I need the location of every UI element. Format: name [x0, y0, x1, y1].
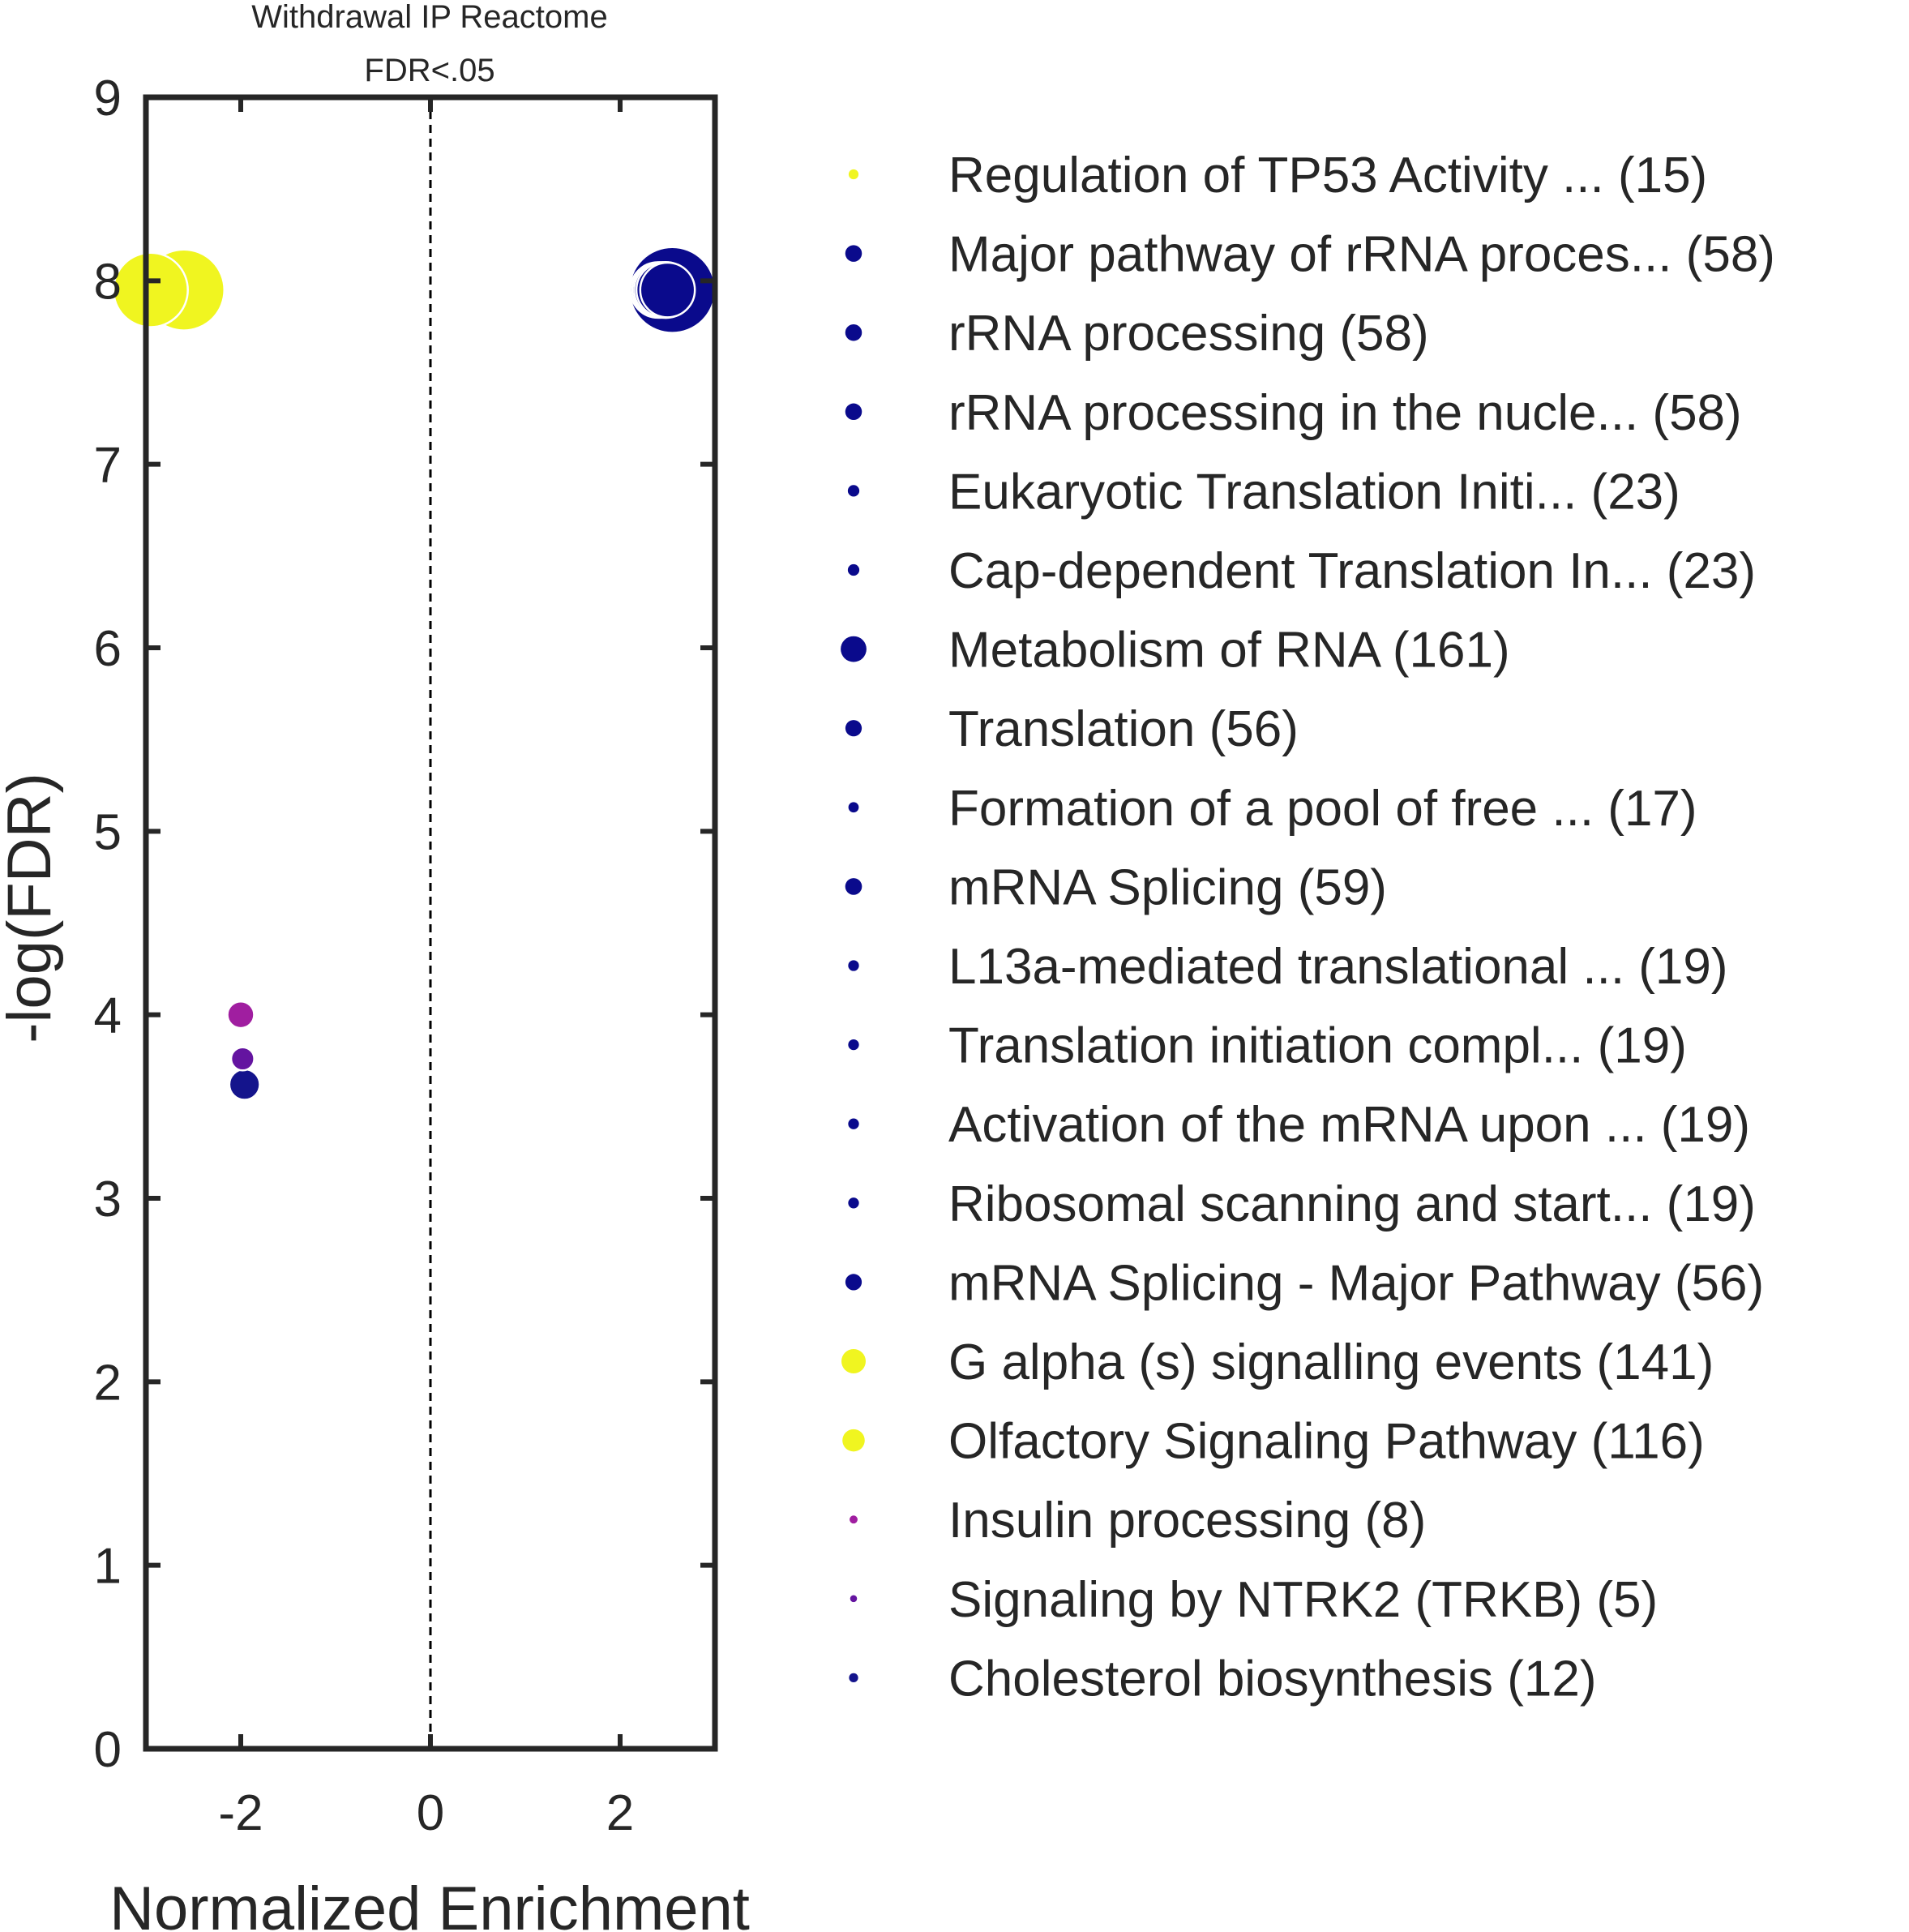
data-point-17	[226, 1000, 255, 1030]
legend-marker-4	[847, 485, 860, 497]
legend-marker-17	[850, 1515, 858, 1524]
legend-label-18: Signaling by NTRK2 (TRKB) (5)	[948, 1572, 1658, 1628]
legend-label-5: Cap-dependent Translation In... (23)	[948, 543, 1756, 599]
legend-label-8: Formation of a pool of free ... (17)	[948, 781, 1697, 837]
data-markers	[112, 246, 717, 1101]
legend-marker-8	[848, 802, 859, 813]
y-axis-label: -log(FDR)	[0, 773, 64, 1043]
legend-label-2: rRNA processing (58)	[948, 306, 1429, 362]
plot-background	[146, 97, 715, 1749]
legend-marker-5	[847, 563, 860, 576]
y-tick-label-7: 7	[94, 438, 122, 494]
chart-title-line-1: Withdrawal IP Reactome	[251, 0, 607, 35]
y-tick-label-2: 2	[94, 1355, 122, 1411]
legend-label-7: Translation (56)	[948, 701, 1299, 757]
data-point-18	[229, 1046, 255, 1072]
legend-label-14: mRNA Splicing - Major Pathway (56)	[948, 1255, 1764, 1311]
legend-marker-14	[845, 1274, 862, 1291]
legend-marker-9	[845, 878, 862, 895]
y-tick-label-9: 9	[94, 71, 122, 126]
y-tick-label-1: 1	[94, 1539, 122, 1595]
legend-marker-6	[841, 636, 867, 662]
y-tick-label-6: 6	[94, 621, 122, 677]
data-point-16	[112, 251, 189, 328]
x-tick-label-2: 2	[606, 1785, 634, 1841]
data-point-14	[639, 261, 696, 319]
y-tick-label-3: 3	[94, 1172, 122, 1227]
y-tick-label-8: 8	[94, 254, 122, 310]
legend-marker-1	[845, 245, 862, 262]
legend-label-19: Cholesterol biosynthesis (12)	[948, 1651, 1597, 1707]
y-tick-label-5: 5	[94, 804, 122, 860]
data-point-19	[228, 1068, 261, 1101]
y-tick-label-4: 4	[94, 988, 122, 1044]
legend-label-15: G alpha (s) signalling events (141)	[948, 1334, 1714, 1390]
axes: 0 1 2 3 4 5 6 7 8 9 -2 0 2	[94, 71, 718, 1841]
legend-marker-19	[849, 1673, 858, 1683]
legend-marker-16	[842, 1429, 865, 1452]
legend-label-13: Ribosomal scanning and start... (19)	[948, 1176, 1756, 1232]
y-tick-label-0: 0	[94, 1722, 122, 1778]
legend-label-9: mRNA Splicing (59)	[948, 859, 1387, 915]
legend-label-10: L13a-mediated translational ... (19)	[948, 939, 1728, 995]
legend-label-0: Regulation of TP53 Activity ... (15)	[948, 148, 1707, 203]
legend-label-3: rRNA processing in the nucle... (58)	[948, 385, 1742, 441]
legend-label-12: Activation of the mRNA upon ... (19)	[948, 1097, 1750, 1153]
legend-marker-3	[845, 403, 862, 421]
legend-label-4: Eukaryotic Translation Initi... (23)	[948, 464, 1680, 520]
legend-label-11: Translation initiation compl... (19)	[948, 1018, 1687, 1074]
legend-marker-7	[845, 720, 862, 737]
x-axis-label: Normalized Enrichment	[109, 1874, 750, 1932]
legend-marker-2	[845, 323, 862, 341]
x-tick-label--2: -2	[218, 1785, 263, 1841]
x-tick-label-0: 0	[417, 1785, 444, 1841]
legend-label-1: Major pathway of rRNA proces... (58)	[948, 227, 1775, 283]
plot-area	[146, 97, 715, 1749]
legend-marker-11	[848, 1039, 859, 1051]
chart-title-line-2: FDR<.05	[364, 53, 494, 88]
legend-label-16: Olfactory Signaling Pathway (116)	[948, 1414, 1705, 1470]
legend-marker-10	[848, 960, 859, 971]
legend-marker-0	[848, 169, 859, 180]
legend-marker-13	[848, 1197, 859, 1209]
legend-marker-18	[850, 1595, 858, 1603]
legend-label-17: Insulin processing (8)	[948, 1493, 1426, 1549]
legend-label-6: Metabolism of RNA (161)	[948, 623, 1510, 679]
legend: Regulation of TP53 Activity ... (15) Majo…	[841, 148, 1775, 1707]
legend-marker-12	[848, 1118, 859, 1129]
legend-marker-15	[841, 1349, 866, 1373]
